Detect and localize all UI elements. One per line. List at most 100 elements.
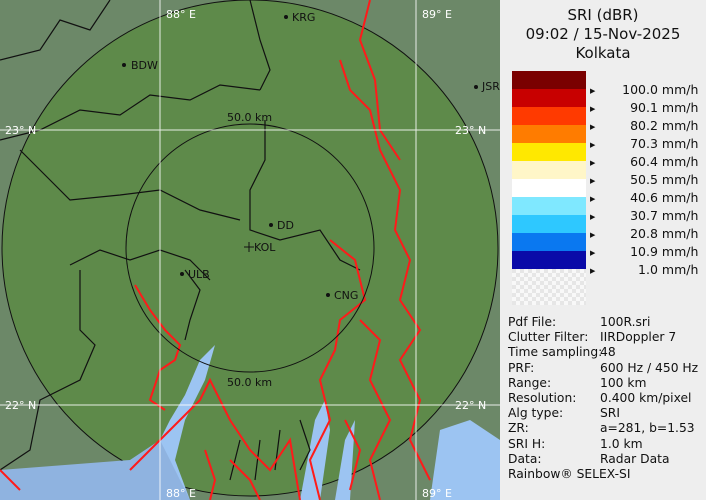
datetime: 09:02 / 15-Nov-2025 xyxy=(525,25,681,43)
rivers xyxy=(0,0,431,500)
info-value: 0.400 km/pixel xyxy=(600,391,692,406)
info-key: Resolution: xyxy=(508,391,577,406)
legend-swatch xyxy=(512,161,586,179)
pointer-icon: ▶ xyxy=(590,230,596,239)
ring-label-top: 50.0 km xyxy=(227,111,272,124)
station-dd: DD xyxy=(277,219,294,232)
lat-label-22: 22° N xyxy=(5,399,36,412)
pointer-icon: ▶ xyxy=(590,140,596,149)
legend-swatch xyxy=(512,251,586,269)
legend-swatch xyxy=(512,89,586,107)
info-key: SRI H: xyxy=(508,436,546,451)
legend-label: ▶ 40.6 mm/h xyxy=(590,190,706,205)
legend-label: ▶ 1.0 mm/h xyxy=(590,262,706,277)
lon-label-88-bottom: 88° E xyxy=(166,487,196,500)
legend-value: 100.0 mm/h xyxy=(622,82,699,97)
lat-label-22-right: 22° N xyxy=(455,399,486,412)
info-row: PRF: 600 Hz / 450 Hz xyxy=(508,361,698,376)
pointer-icon: ▶ xyxy=(590,248,596,257)
legend-value: 40.6 mm/h xyxy=(630,190,699,205)
legend-value: 1.0 mm/h xyxy=(638,262,699,277)
range-ring-50km xyxy=(125,123,375,373)
station-ulb: ULB xyxy=(188,268,210,281)
legend-value: 70.3 mm/h xyxy=(630,136,699,151)
legend-swatch xyxy=(512,179,586,197)
no-data-swatch xyxy=(512,269,586,305)
info-key: Time sampling: xyxy=(508,345,603,360)
pointer-icon: ▶ xyxy=(590,176,596,185)
legend-panel: SRI (dBR) 09:02 / 15-Nov-2025 Kolkata ▶ 1… xyxy=(500,0,706,500)
site-name: Kolkata xyxy=(575,44,631,62)
info-row: ZR: a=281, b=1.53 xyxy=(508,421,698,436)
station-cng: CNG xyxy=(334,289,358,302)
legend-value: 20.8 mm/h xyxy=(630,226,699,241)
lat-label-23: 23° N xyxy=(5,124,36,137)
legend-label: ▶ 90.1 mm/h xyxy=(590,100,706,115)
legend-value: 30.7 mm/h xyxy=(630,208,699,223)
lon-label-88: 88° E xyxy=(166,8,196,21)
legend-label: ▶ 30.7 mm/h xyxy=(590,208,706,223)
info-value: 100R.sri xyxy=(600,315,651,329)
legend-label: ▶ 70.3 mm/h xyxy=(590,136,706,151)
legend-label: ▶ 60.4 mm/h xyxy=(590,154,706,169)
info-value: 600 Hz / 450 Hz xyxy=(600,360,699,375)
info-key: PRF: xyxy=(508,360,535,375)
radar-map[interactable]: 88° E 89° E 88° E 89° E 23° N 23° N 22° … xyxy=(0,0,500,500)
pointer-icon: ▶ xyxy=(590,104,596,113)
pointer-icon: ▶ xyxy=(590,266,596,275)
legend-label: ▶ 10.9 mm/h xyxy=(590,244,706,259)
range-ring-100km xyxy=(1,0,499,497)
legend-swatch xyxy=(512,71,586,89)
info-key: ZR: xyxy=(508,421,529,436)
info-value: a=281, b=1.53 xyxy=(600,421,695,436)
pointer-icon: ▶ xyxy=(590,86,596,95)
legend-label: ▶ 20.8 mm/h xyxy=(590,226,706,241)
info-key: Range: xyxy=(508,375,552,390)
info-row: Pdf File: 100R.sri xyxy=(508,315,698,330)
info-row: Resolution: 0.400 km/pixel xyxy=(508,391,698,406)
info-value: 1.0 km xyxy=(600,436,643,451)
legend-label: ▶ 100.0 mm/h xyxy=(590,82,706,97)
pointer-icon: ▶ xyxy=(590,158,596,167)
info-value: IIRDoppler 7 xyxy=(600,330,677,345)
district-boundaries xyxy=(0,0,361,481)
legend-swatch xyxy=(512,215,586,233)
legend-swatch xyxy=(512,233,586,251)
legend-label: ▶ 50.5 mm/h xyxy=(590,172,706,187)
legend-value: 10.9 mm/h xyxy=(630,244,699,259)
legend-swatch xyxy=(512,143,586,161)
legend-swatch xyxy=(512,125,586,143)
info-key: Data: xyxy=(508,451,542,466)
info-value: SRI xyxy=(600,406,620,421)
station-jsr: JSR xyxy=(481,80,500,93)
info-key: Clutter Filter: xyxy=(508,330,589,345)
info-row: Data: Radar Data xyxy=(508,452,698,467)
legend-value: 50.5 mm/h xyxy=(630,172,699,187)
info-row: Clutter Filter: IIRDoppler 7 xyxy=(508,330,698,345)
legend-swatch xyxy=(512,107,586,125)
lon-label-89-bottom: 89° E xyxy=(422,487,452,500)
lat-label-23-right: 23° N xyxy=(455,124,486,137)
info-key: Pdf File: xyxy=(508,315,557,329)
info-row: Alg type: SRI xyxy=(508,406,698,421)
info-value: 100 km xyxy=(600,375,647,390)
info-row: Range: 100 km xyxy=(508,376,698,391)
legend-swatch xyxy=(512,197,586,215)
product-title: SRI (dBR) xyxy=(567,6,639,24)
pointer-icon: ▶ xyxy=(590,122,596,131)
lon-label-89: 89° E xyxy=(422,8,452,21)
station-krg: KRG xyxy=(292,11,315,24)
pointer-icon: ▶ xyxy=(590,194,596,203)
radar-info: Pdf File: 100R.sri Clutter Filter: IIRDoppl… xyxy=(508,315,698,482)
info-key: Alg type: xyxy=(508,406,564,421)
ring-label-bottom: 50.0 km xyxy=(227,376,272,389)
info-row: Time sampling: 48 xyxy=(508,345,698,360)
footer-credit: Rainbow® SELEX-SI xyxy=(508,467,631,482)
station-bdw: BDW xyxy=(131,59,158,72)
delta-water xyxy=(300,400,500,500)
pointer-icon: ▶ xyxy=(590,212,596,221)
bay-of-bengal xyxy=(0,440,190,500)
legend-value: 60.4 mm/h xyxy=(630,154,699,169)
info-row: SRI H: 1.0 km xyxy=(508,437,698,452)
legend-label: ▶ 80.2 mm/h xyxy=(590,118,706,133)
